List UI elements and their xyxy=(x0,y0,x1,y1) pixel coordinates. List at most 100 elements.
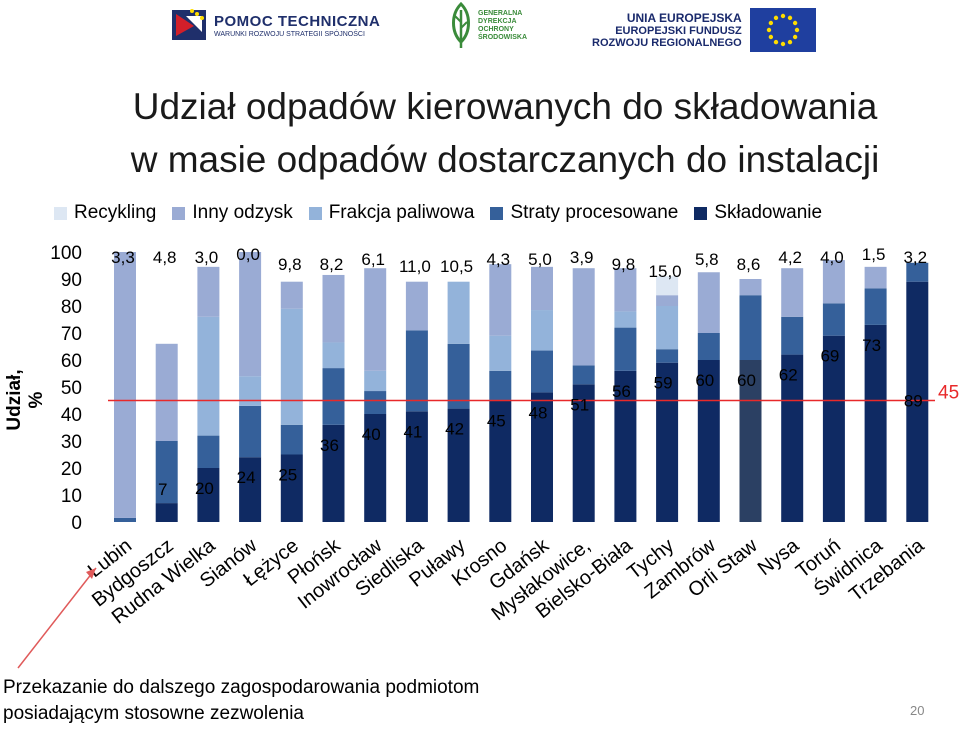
gdos-line-3: OCHRONY xyxy=(478,26,514,33)
legend-label: Recykling xyxy=(74,202,157,223)
storage-value-label: 69 xyxy=(820,347,839,366)
eu-star-icon xyxy=(766,27,771,33)
gdos-leaf-icon xyxy=(452,2,470,48)
bar-segment xyxy=(364,414,387,522)
eu-star-icon xyxy=(787,15,792,21)
storage-value-label: 60 xyxy=(695,371,714,390)
bar-segment xyxy=(447,281,470,344)
bar-segment xyxy=(280,281,303,309)
top-value-label: 9,8 xyxy=(612,255,636,274)
reference-line-label: 45 xyxy=(938,383,959,404)
category-label: Nysa xyxy=(754,534,804,580)
eu-star-icon xyxy=(768,34,773,40)
top-value-label: 10,5 xyxy=(440,257,473,276)
storage-value-label: 20 xyxy=(195,479,214,498)
eu-line-1: UNIA EUROPEJSKA xyxy=(626,11,742,25)
legend-item: Składowanie xyxy=(694,202,822,224)
bar-segment xyxy=(864,288,887,325)
bar-segment xyxy=(781,268,804,317)
bar-segment xyxy=(489,335,512,371)
bar-segment xyxy=(656,306,679,350)
annotation-arrowhead-icon xyxy=(86,568,96,579)
gdos-line-4: ŚRODOWISKA xyxy=(478,34,527,41)
legend-item: Frakcja paliwowa xyxy=(308,202,475,224)
eu-logo: UNIA EUROPEJSKA EUROPEJSKI FUNDUSZ ROZWO… xyxy=(592,8,816,52)
bar-segment xyxy=(572,365,595,385)
legend-label: Składowanie xyxy=(714,202,823,223)
bar-segment xyxy=(280,424,303,455)
top-value-label: 11,0 xyxy=(399,257,431,276)
bar-segment xyxy=(614,268,637,312)
bar-segment xyxy=(405,281,428,331)
storage-value-label: 73 xyxy=(862,336,881,355)
bar-segment xyxy=(114,517,136,522)
bar-segment xyxy=(489,264,512,336)
bar-segment xyxy=(197,266,220,317)
storage-value-label: 89 xyxy=(904,392,923,411)
bar-segment xyxy=(739,295,762,360)
top-value-label: 4,0 xyxy=(820,248,844,267)
bar-segment xyxy=(531,266,553,311)
top-value-label: 3,0 xyxy=(195,248,219,267)
top-value-label: 0,0 xyxy=(236,245,260,264)
bar-segment xyxy=(864,266,887,289)
chart-title-line-2: w masie odpadów dostarczanych do instala… xyxy=(130,139,880,180)
bar-segment xyxy=(322,424,345,522)
bar-segment xyxy=(864,324,887,522)
bar-segment xyxy=(322,368,345,425)
y-tick-label: 20 xyxy=(61,459,82,480)
legend-swatch xyxy=(172,206,186,220)
bar-segment xyxy=(364,391,387,414)
eu-star-icon xyxy=(792,20,798,26)
footer-note-line-1: Przekazanie do dalszego zagospodarowania… xyxy=(3,677,480,698)
eu-line-3: ROZWOJU REGIONALNEGO xyxy=(592,37,742,49)
bar-segment xyxy=(197,468,220,522)
bar-segment xyxy=(614,311,637,328)
chart-title: Udział odpadów kierowanych do składowani… xyxy=(0,80,960,186)
bar-segment xyxy=(364,268,387,371)
eu-star-icon xyxy=(792,34,798,40)
y-tick-label: 100 xyxy=(50,243,82,264)
top-value-label: 3,3 xyxy=(111,248,135,267)
eu-star-icon xyxy=(780,13,785,19)
storage-value-label: 41 xyxy=(403,422,422,441)
gdos-line-2: DYREKCJA xyxy=(478,18,517,25)
top-value-label: 3,2 xyxy=(903,248,927,267)
bar-segment xyxy=(155,441,178,504)
bar-segment xyxy=(572,268,595,366)
storage-value-label: 45 xyxy=(487,412,506,431)
bar-segment xyxy=(572,384,595,522)
y-tick-label: 90 xyxy=(61,270,82,291)
top-value-label: 4,2 xyxy=(778,248,802,267)
y-tick-label: 30 xyxy=(61,432,82,453)
top-value-label: 5,0 xyxy=(528,250,552,269)
logo-bar: POMOC TECHNICZNA WARUNKI ROZWOJU STRATEG… xyxy=(0,0,960,60)
bar-segment xyxy=(239,252,262,377)
legend-label: Inny odzysk xyxy=(192,202,293,223)
bar-segment xyxy=(781,354,804,522)
storage-value-label: 40 xyxy=(362,425,381,444)
eu-star-icon xyxy=(773,39,778,45)
legend-label: Frakcja paliwowa xyxy=(328,202,475,223)
bar-segment xyxy=(405,330,428,412)
eu-line-2: EUROPEJSKI FUNDUSZ xyxy=(615,25,742,37)
bar-segment xyxy=(447,343,470,409)
storage-value-label: 59 xyxy=(654,374,673,393)
bar-segment xyxy=(280,308,303,425)
bar-segment xyxy=(656,362,679,522)
eu-star-icon xyxy=(780,41,785,47)
legend-swatch xyxy=(490,206,504,220)
bar-segment xyxy=(447,408,470,522)
legend-label: Straty procesowane xyxy=(510,202,679,223)
eu-star-icon xyxy=(768,20,773,26)
top-value-label: 5,8 xyxy=(695,250,719,269)
y-tick-label: 40 xyxy=(61,405,82,426)
bar-segment xyxy=(197,435,220,468)
storage-value-label: 36 xyxy=(320,436,339,455)
bar-segment xyxy=(489,400,512,522)
bar-segment xyxy=(197,316,220,436)
bar-segment xyxy=(697,272,720,333)
storage-value-label: 48 xyxy=(529,403,548,422)
footer-note-line-2: posiadającym stosowne zezwolenia xyxy=(3,703,304,724)
